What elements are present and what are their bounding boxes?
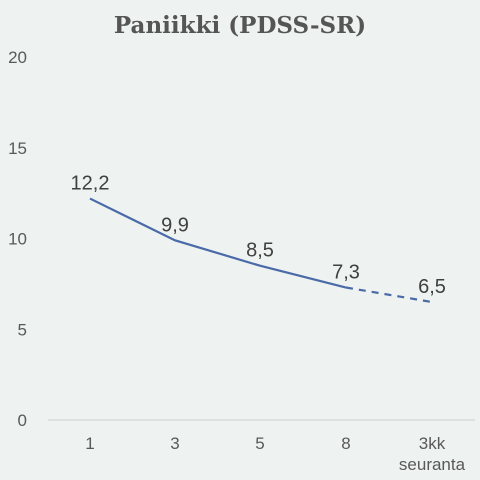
x-tick-label: 8	[341, 434, 350, 453]
y-tick-label: 0	[18, 411, 27, 430]
data-label: 7,3	[332, 262, 360, 284]
x-tick-label-line: 3kk	[419, 434, 446, 453]
x-tick-label-line: 3	[170, 434, 179, 453]
data-label: 8,5	[246, 240, 274, 262]
series-line	[89, 197, 433, 304]
series-line-dashed	[345, 286, 433, 304]
y-axis-ticks: 0 5 10 15 20	[8, 48, 27, 430]
x-tick-label: 3kk seuranta	[399, 434, 466, 474]
x-tick-label: 5	[255, 434, 264, 453]
x-tick-label-line: 8	[341, 434, 350, 453]
data-label: 12,2	[71, 173, 110, 195]
x-axis-ticks: 1 3 5 8 3kk seuranta	[85, 434, 465, 474]
data-labels: 12,2 9,9 8,5 7,3 6,5	[71, 173, 446, 298]
data-label: 6,5	[418, 276, 446, 298]
x-tick-label-line: seuranta	[399, 455, 466, 474]
x-tick-label: 3	[170, 434, 179, 453]
y-tick-label: 10	[8, 230, 27, 249]
x-tick-label-line: 1	[85, 434, 94, 453]
chart-title: Paniikki (PDSS-SR)	[114, 12, 366, 39]
series-line-solid	[89, 197, 347, 289]
y-tick-label: 15	[8, 139, 27, 158]
x-tick-label-line: 5	[255, 434, 264, 453]
x-tick-label: 1	[85, 434, 94, 453]
y-tick-label: 20	[8, 48, 27, 67]
y-tick-label: 5	[18, 320, 27, 339]
data-label: 9,9	[161, 214, 189, 236]
